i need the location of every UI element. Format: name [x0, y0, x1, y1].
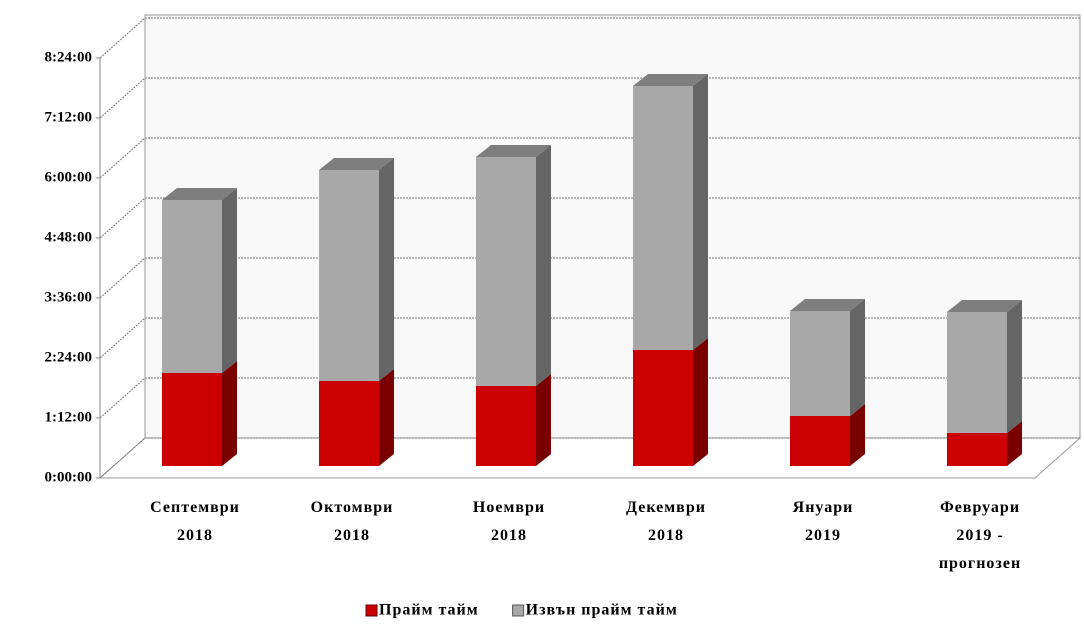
bar-top — [790, 299, 865, 311]
bar-side — [536, 145, 551, 386]
legend-swatch — [512, 604, 525, 617]
bar-top — [319, 158, 394, 170]
bar — [947, 433, 1007, 466]
bar-side — [379, 369, 394, 466]
bar — [947, 312, 1007, 433]
x-tick-label: Февруари 2019 -прогнозен — [939, 499, 1021, 572]
bar-side — [693, 338, 708, 466]
bar-top — [476, 145, 551, 157]
x-tick-label: Декември 2018 — [626, 499, 706, 544]
back-wall — [144, 14, 1081, 439]
legend-swatch — [365, 604, 378, 617]
bar — [633, 350, 693, 466]
bar — [790, 311, 850, 416]
bar-top — [633, 74, 708, 86]
bar — [319, 381, 379, 466]
bar — [162, 373, 222, 466]
y-tick-label: 7:12:00 — [45, 109, 93, 125]
bar-side — [693, 74, 708, 350]
bar — [633, 86, 693, 350]
bar-side — [850, 299, 865, 416]
x-tick-label: Януари 2019 — [793, 499, 854, 544]
grid-line — [99, 197, 146, 239]
legend-label: Извън прайм тайм — [526, 602, 678, 619]
bar-side — [1007, 300, 1022, 433]
bar-side — [536, 374, 551, 466]
bar — [790, 416, 850, 466]
bar — [319, 170, 379, 381]
bar-side — [222, 361, 237, 466]
bar — [162, 200, 222, 373]
bar-side — [379, 158, 394, 381]
y-tick-label: 6:00:00 — [45, 169, 93, 185]
bar — [476, 157, 536, 386]
y-tick-label: 2:24:00 — [45, 349, 93, 365]
grid-line — [99, 437, 146, 479]
legend-label: Прайм тайм — [379, 602, 479, 619]
y-tick-label: 0:00:00 — [45, 469, 93, 485]
y-tick-label: 3:36:00 — [45, 289, 93, 305]
x-tick-label: Ноември 2018 — [473, 499, 545, 544]
y-tick-label: 4:48:00 — [45, 229, 93, 245]
grid-line — [99, 17, 146, 59]
bar-side — [222, 188, 237, 373]
bar-top — [947, 300, 1022, 312]
grid-line — [99, 257, 146, 299]
grid-line — [99, 77, 146, 119]
floor — [98, 437, 1082, 479]
x-tick-label: Октомври 2018 — [311, 499, 394, 544]
bar — [476, 386, 536, 466]
grid-line — [99, 317, 146, 359]
y-tick-label: 1:12:00 — [45, 409, 93, 425]
bar-side — [850, 404, 865, 466]
bar-side — [1007, 421, 1022, 466]
grid-line — [99, 377, 146, 419]
grid-line — [99, 137, 146, 179]
bar-top — [162, 188, 237, 200]
x-tick-label: Септември 2018 — [150, 499, 240, 544]
y-tick-label: 8:24:00 — [45, 49, 93, 65]
